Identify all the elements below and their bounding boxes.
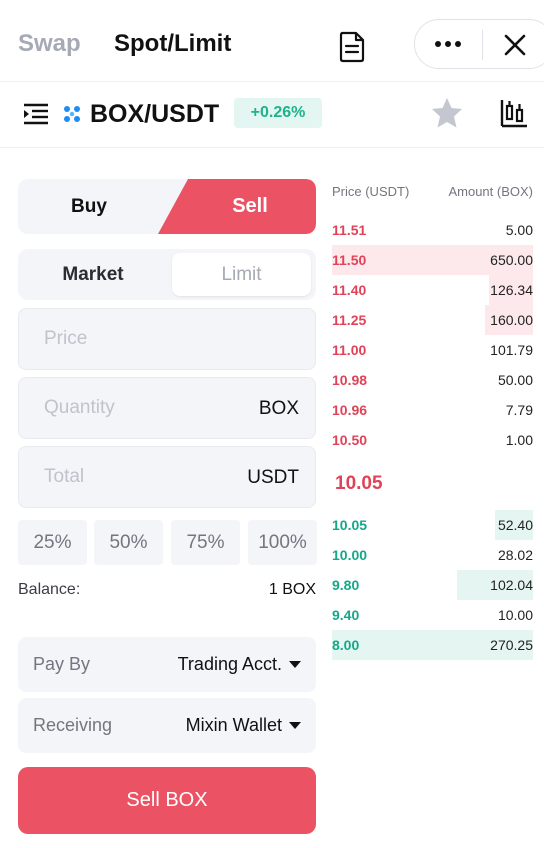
- price-input[interactable]: [19, 309, 315, 369]
- limit-tab[interactable]: Limit: [172, 253, 311, 296]
- pay-by-select[interactable]: Pay By Trading Acct.: [18, 637, 316, 692]
- ask-row[interactable]: 10.96 7.79: [332, 395, 533, 425]
- bid-price: 9.80: [332, 577, 360, 593]
- order-book-price-header: Price (USDT): [332, 184, 410, 199]
- bid-row[interactable]: 9.80 102.04: [332, 570, 533, 600]
- price-field: [18, 308, 316, 370]
- tab-spot-limit[interactable]: Spot/Limit: [114, 30, 232, 57]
- ask-row[interactable]: 10.98 50.00: [332, 365, 533, 395]
- percent-75-button[interactable]: 75%: [171, 520, 240, 565]
- sell-tab[interactable]: Sell: [232, 195, 268, 217]
- tab-swap[interactable]: Swap: [18, 30, 81, 57]
- bid-row[interactable]: 8.00 270.25: [332, 630, 533, 660]
- bid-price: 10.05: [332, 517, 368, 533]
- pay-by-label: Pay By: [33, 654, 91, 674]
- ask-row[interactable]: 11.50 650.00: [332, 245, 533, 275]
- ask-row[interactable]: 10.50 1.00: [332, 425, 533, 455]
- total-unit: USDT: [247, 467, 299, 488]
- total-input[interactable]: [19, 447, 315, 507]
- ask-price: 11.40: [332, 282, 367, 298]
- bid-amount: 10.00: [497, 607, 533, 623]
- bid-row[interactable]: 9.40 10.00: [332, 600, 533, 630]
- favorite-star-icon[interactable]: [430, 96, 464, 130]
- bid-price: 10.00: [332, 547, 368, 563]
- bid-amount: 52.40: [497, 517, 533, 533]
- balance-value: 1 BOX: [268, 581, 316, 598]
- order-type-toggle: Market Limit: [18, 249, 316, 300]
- pair-name[interactable]: BOX/USDT: [90, 100, 220, 128]
- ask-amount: 126.34: [490, 282, 533, 298]
- bid-amount: 270.25: [490, 637, 533, 653]
- ask-row[interactable]: 11.51 5.00: [332, 215, 533, 245]
- bid-price: 8.00: [332, 637, 360, 653]
- ask-price: 11.51: [332, 222, 367, 238]
- receiving-select[interactable]: Receiving Mixin Wallet: [18, 698, 316, 753]
- percent-100-button[interactable]: 100%: [248, 520, 317, 565]
- ask-depth-bar: [489, 275, 533, 305]
- last-price: 10.05: [335, 473, 383, 494]
- receiving-value: Mixin Wallet: [185, 715, 282, 735]
- percent-25-button[interactable]: 25%: [18, 520, 87, 565]
- bid-depth-bar: [332, 630, 533, 660]
- more-icon[interactable]: [433, 31, 463, 57]
- ask-price: 10.50: [332, 432, 368, 448]
- ask-amount: 160.00: [490, 312, 533, 328]
- depth-chart-icon[interactable]: [500, 98, 528, 128]
- ask-amount: 101.79: [490, 342, 533, 358]
- bid-amount: 28.02: [497, 547, 533, 563]
- box-coin-icon: [64, 106, 80, 122]
- total-field: USDT: [18, 446, 316, 508]
- quantity-unit: BOX: [258, 398, 299, 419]
- ask-row[interactable]: 11.25 160.00: [332, 305, 533, 335]
- bid-depth-bar: [457, 570, 533, 600]
- bid-row[interactable]: 10.05 52.40: [332, 510, 533, 540]
- bid-price: 9.40: [332, 607, 360, 623]
- buy-tab[interactable]: Buy: [71, 196, 107, 217]
- ask-amount: 7.79: [505, 402, 533, 418]
- ask-depth-bar: [485, 305, 533, 335]
- ask-amount: 650.00: [490, 252, 533, 268]
- market-tab[interactable]: Market: [62, 264, 124, 285]
- bid-row[interactable]: 10.00 28.02: [332, 540, 533, 570]
- bid-depth-bar: [495, 510, 533, 540]
- sell-box-button[interactable]: Sell BOX: [18, 767, 316, 834]
- ask-price: 11.50: [332, 252, 367, 268]
- capsule-divider: [482, 30, 483, 60]
- percent-50-button[interactable]: 50%: [94, 520, 163, 565]
- ask-amount: 1.00: [505, 432, 533, 448]
- receiving-label: Receiving: [33, 715, 113, 735]
- chevron-down-icon: [289, 722, 301, 729]
- top-bar: Swap Spot/Limit: [0, 0, 544, 82]
- ask-price: 11.00: [332, 342, 367, 358]
- ask-price: 10.98: [332, 372, 368, 388]
- ask-price: 10.96: [332, 402, 368, 418]
- sell-tab-background: [158, 179, 316, 234]
- pair-bar: BOX/USDT +0.26%: [0, 82, 544, 148]
- ask-depth-bar: [332, 245, 533, 275]
- buy-sell-toggle: Buy Sell: [18, 179, 316, 234]
- mini-app-capsule: [414, 19, 544, 69]
- order-book-amount-header: Amount (BOX): [448, 184, 533, 199]
- balance-label: Balance:: [18, 581, 81, 598]
- price-change-badge: +0.26%: [234, 98, 322, 128]
- ask-price: 11.25: [332, 312, 367, 328]
- ask-amount: 5.00: [505, 222, 533, 238]
- chevron-down-icon: [289, 661, 301, 668]
- close-icon[interactable]: [503, 33, 527, 57]
- quantity-input[interactable]: [19, 378, 315, 438]
- ask-row[interactable]: 11.00 101.79: [332, 335, 533, 365]
- market-list-icon[interactable]: [22, 102, 50, 126]
- document-icon[interactable]: [338, 31, 366, 63]
- ask-row[interactable]: 11.40 126.34: [332, 275, 533, 305]
- quantity-field: BOX: [18, 377, 316, 439]
- bid-amount: 102.04: [490, 577, 533, 593]
- ask-amount: 50.00: [497, 372, 533, 388]
- pay-by-value: Trading Acct.: [177, 654, 282, 674]
